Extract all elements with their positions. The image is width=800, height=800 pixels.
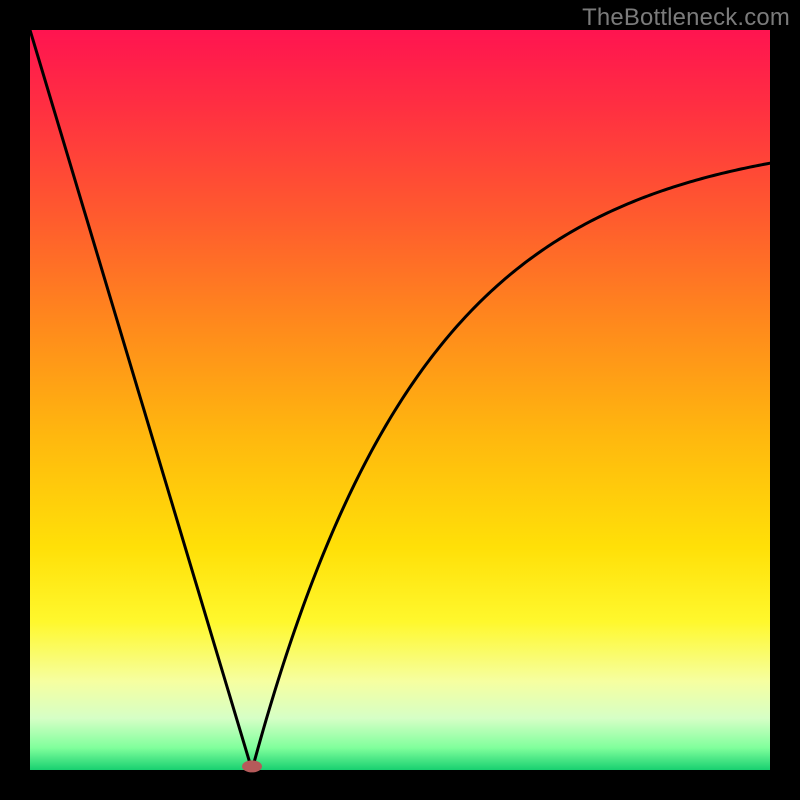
minimum-marker [242,760,262,772]
chart-container: TheBottleneck.com [0,0,800,800]
watermark-text: TheBottleneck.com [582,4,790,32]
bottleneck-chart [0,0,800,800]
